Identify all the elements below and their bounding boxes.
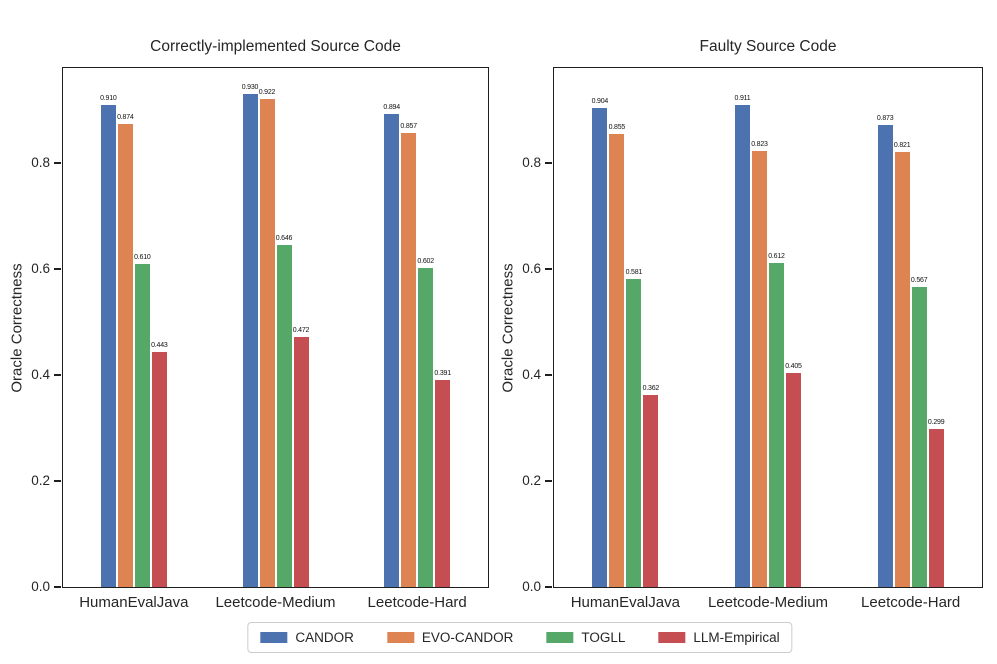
bar-value-label: 0.857 [400, 123, 417, 131]
bar-value-label: 0.855 [608, 124, 626, 132]
bar-value-label: 0.405 [785, 362, 802, 370]
bar-value-label: 0.930 [241, 84, 259, 92]
bar-candor [100, 105, 116, 587]
x-category-label: Leetcode-Hard [367, 594, 467, 611]
bar-llm-empirical [928, 428, 944, 587]
bar-value-label: 0.602 [417, 258, 434, 266]
y-tick-label: 0.0 [522, 579, 541, 594]
legend-label: TOGLL [581, 630, 626, 645]
y-tick-label: 0.8 [31, 155, 50, 171]
legend-entry-candor: CANDOR [260, 630, 354, 645]
bar-value-label: 0.874 [117, 114, 134, 122]
legend-color-swatch [658, 632, 686, 643]
legend-label: LLM-Empirical [693, 630, 780, 645]
bar-value-label: 0.612 [768, 252, 785, 260]
bar-value-label: 0.472 [292, 327, 310, 335]
bar-llm-empirical [435, 379, 451, 587]
y-tick-mark [545, 162, 552, 165]
plot-area-correctly-implemented: Correctly-implemented Source Code Oracle… [9, 38, 489, 611]
chart-title: Faulty Source Code [699, 38, 837, 55]
bar-value-label: 0.910 [100, 95, 117, 103]
y-tick-label: 0.2 [522, 473, 541, 489]
bar-llm-empirical [293, 337, 309, 587]
bar-togll [418, 268, 434, 587]
bar-evo-candor [752, 151, 767, 587]
bar-evo-candor [894, 152, 910, 587]
bar-value-label: 0.581 [625, 269, 643, 277]
bar-value-label: 0.362 [642, 385, 660, 393]
x-category-label: Leetcode-Hard [861, 594, 961, 611]
legend-entry-evo-candor: EVO-CANDOR [386, 630, 514, 645]
bar-togll [134, 263, 150, 587]
bar-value-label: 0.823 [751, 141, 768, 149]
x-category-label: Leetcode-Medium [707, 594, 829, 611]
bar-value-label: 0.904 [591, 98, 609, 106]
bar-value-label: 0.873 [876, 114, 894, 122]
bar-candor [384, 113, 400, 587]
bar-value-label: 0.646 [275, 234, 293, 242]
bar-llm-empirical [786, 372, 801, 587]
bar-candor [735, 104, 750, 587]
y-tick-label: 0.2 [31, 473, 50, 489]
y-tick-label: 0.6 [522, 261, 541, 277]
bar-llm-empirical [643, 395, 659, 587]
y-tick-mark [54, 268, 61, 271]
bar-value-label: 0.821 [893, 142, 911, 150]
y-tick-mark [54, 480, 61, 483]
legend-entry-llm-empirical: LLM-Empirical [658, 630, 780, 645]
y-tick-label: 0.4 [522, 367, 541, 383]
x-category-label: HumanEvalJava [570, 594, 680, 611]
legend-label: EVO-CANDOR [421, 630, 514, 645]
y-tick-mark [545, 480, 552, 483]
legend-entry-togll: TOGLL [546, 630, 625, 645]
bar-value-label: 0.299 [927, 418, 945, 426]
bar-candor [592, 108, 608, 587]
y-tick-label: 0.6 [31, 261, 50, 277]
y-tick-label: 0.0 [31, 579, 50, 594]
bar-togll [626, 279, 642, 587]
legend-color-swatch [386, 632, 414, 643]
bar-value-label: 0.567 [910, 276, 928, 284]
bar-value-label: 0.610 [134, 253, 151, 261]
bar-evo-candor [401, 133, 417, 587]
chart-title: Correctly-implemented Source Code [150, 38, 401, 55]
bar-candor [242, 94, 258, 587]
y-tick-mark [54, 374, 61, 377]
y-tick-mark [54, 162, 61, 165]
legend: CANDOR EVO-CANDOR TOGLL LLM-Empirical [247, 622, 793, 653]
plot-area-faulty: Faulty Source Code Oracle Correctness 0.… [500, 38, 983, 611]
legend-color-swatch [260, 632, 288, 643]
bar-togll [769, 262, 784, 587]
bar-evo-candor [259, 98, 275, 587]
bar-togll [911, 286, 927, 587]
x-category-label: Leetcode-Medium [215, 594, 336, 611]
bar-evo-candor [609, 134, 625, 587]
y-tick-mark [54, 586, 61, 588]
bar-llm-empirical [151, 352, 167, 587]
y-tick-label: 0.8 [522, 155, 541, 171]
bar-value-label: 0.443 [151, 342, 168, 350]
bar-value-label: 0.922 [258, 88, 276, 96]
bar-value-label: 0.911 [734, 94, 751, 102]
bar-evo-candor [117, 124, 133, 587]
bar-togll [276, 244, 292, 587]
x-category-label: HumanEvalJava [79, 594, 189, 611]
y-tick-mark [545, 586, 552, 588]
y-tick-label: 0.4 [31, 367, 50, 383]
y-tick-mark [545, 268, 552, 271]
legend-label: CANDOR [295, 630, 354, 645]
legend-color-swatch [546, 632, 574, 643]
bar-value-label: 0.391 [434, 369, 451, 377]
y-tick-mark [545, 374, 552, 377]
bar-candor [877, 124, 893, 587]
bar-value-label: 0.894 [383, 103, 400, 111]
